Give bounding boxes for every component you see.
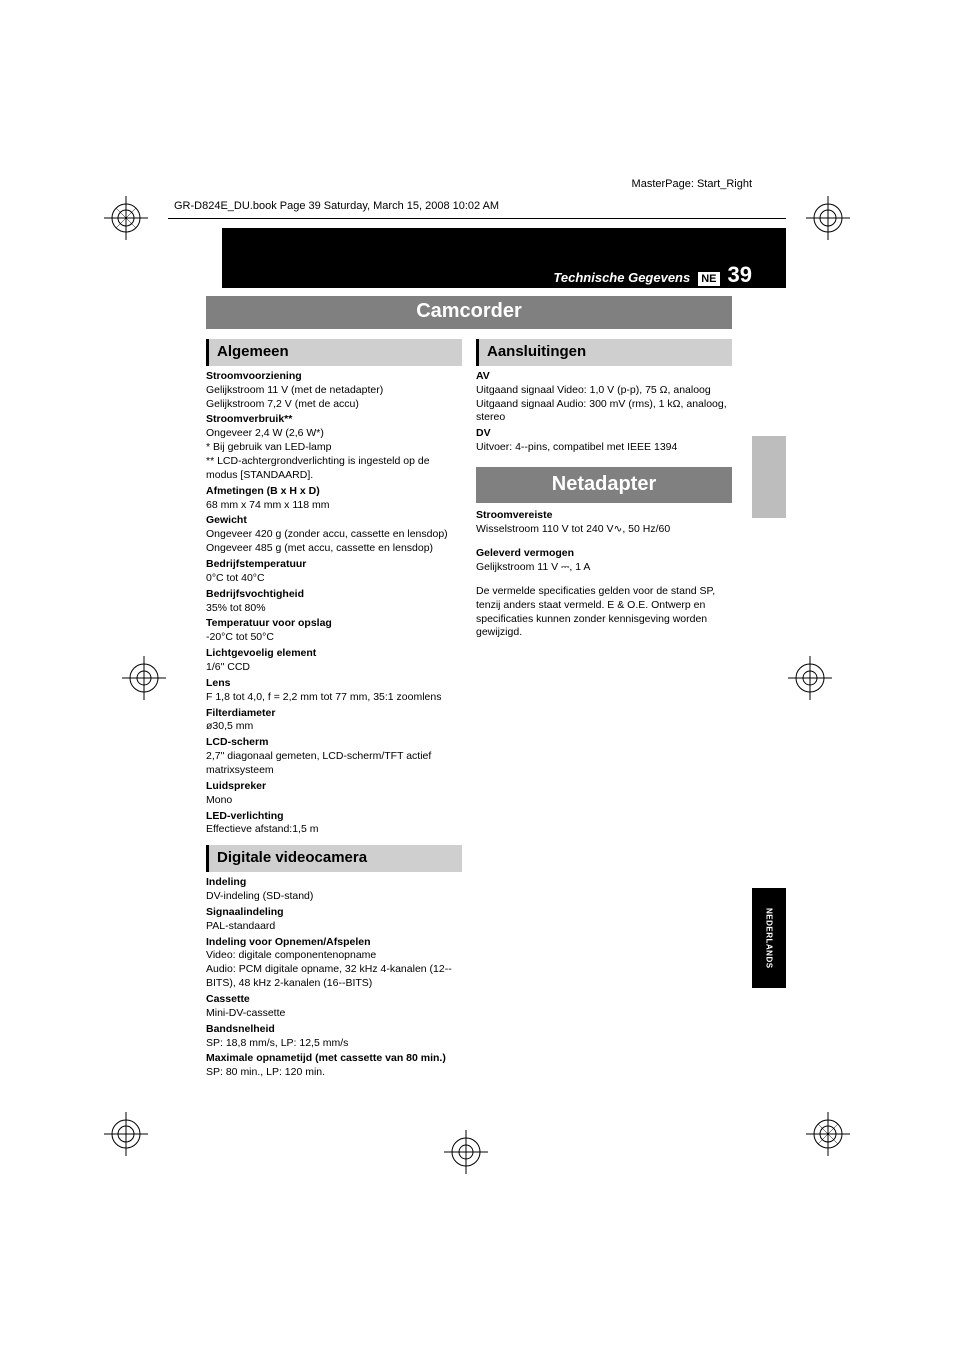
spec-text: Gelijkstroom 11 V ⎓, 1 A xyxy=(476,561,590,573)
spec-item: Indeling DV-indeling (SD-stand) xyxy=(206,876,462,904)
reg-mark-icon xyxy=(444,1130,488,1174)
spec-text: Mono xyxy=(206,794,232,806)
spec-text: 2,7" diagonaal gemeten, LCD-scherm/TFT a… xyxy=(206,750,431,776)
spec-item: DV Uitvoer: 4--pins, compatibel met IEEE … xyxy=(476,427,732,455)
spec-heading: Signaalindeling xyxy=(206,906,284,918)
spec-heading: Maximale opnametijd (met cassette van 80… xyxy=(206,1052,446,1064)
spec-item: Geleverd vermogen Gelijkstroom 11 V ⎓, 1 … xyxy=(476,547,732,575)
language-tab: NEDERLANDS xyxy=(752,888,786,988)
sub-bar-algemeen: Algemeen xyxy=(206,339,462,366)
spec-heading: LCD-scherm xyxy=(206,736,268,748)
spec-heading: Cassette xyxy=(206,993,250,1005)
spec-item: Maximale opnametijd (met cassette van 80… xyxy=(206,1052,462,1080)
spec-text: 0°C tot 40°C xyxy=(206,572,265,584)
spec-item: Lens F 1,8 tot 4,0, f = 2,2 mm tot 77 mm,… xyxy=(206,677,462,705)
spec-text: Ongeveer 2,4 W (2,6 W*) * Bij gebruik va… xyxy=(206,427,430,481)
spec-heading: Lens xyxy=(206,677,231,689)
reg-mark-icon xyxy=(122,656,166,700)
spec-item: Lichtgevoelig element 1/6" CCD xyxy=(206,647,462,675)
reg-mark-icon xyxy=(806,1112,850,1156)
spec-item: Cassette Mini-DV-cassette xyxy=(206,993,462,1021)
spec-heading: AV xyxy=(476,370,490,382)
spec-text: PAL-standaard xyxy=(206,920,275,932)
spec-heading: Stroomvereiste xyxy=(476,509,552,521)
spec-text: -20°C tot 50°C xyxy=(206,631,274,643)
spec-text: ø30,5 mm xyxy=(206,720,253,732)
spec-heading: Stroomvoorziening xyxy=(206,370,302,382)
spec-item: Gewicht Ongeveer 420 g (zonder accu, cass… xyxy=(206,514,462,556)
spec-item: Signaalindeling PAL-standaard xyxy=(206,906,462,934)
spec-text: F 1,8 tot 4,0, f = 2,2 mm tot 77 mm, 35:… xyxy=(206,691,441,703)
spec-heading: Afmetingen (B x H x D) xyxy=(206,485,320,497)
spec-heading: Bedrijfstemperatuur xyxy=(206,558,306,570)
spec-heading: Gewicht xyxy=(206,514,247,526)
spec-text: SP: 18,8 mm/s, LP: 12,5 mm/s xyxy=(206,1037,348,1049)
spec-item: Bandsnelheid SP: 18,8 mm/s, LP: 12,5 mm/s xyxy=(206,1023,462,1051)
side-grey-tab xyxy=(752,436,786,518)
spec-heading: LED-verlichting xyxy=(206,810,284,822)
spec-heading: Indeling voor Opnemen/Afspelen xyxy=(206,936,371,948)
spec-heading: Luidspreker xyxy=(206,780,266,792)
spec-text: Gelijkstroom 11 V (met de netadapter) Ge… xyxy=(206,384,383,410)
secondary-section-bar: Netadapter xyxy=(476,467,732,503)
spec-heading: DV xyxy=(476,427,491,439)
reg-mark-icon xyxy=(104,196,148,240)
spec-text: Uitvoer: 4--pins, compatibel met IEEE 13… xyxy=(476,441,677,453)
spec-heading: Geleverd vermogen xyxy=(476,547,574,559)
reg-mark-icon xyxy=(788,656,832,700)
main-section-bar: Camcorder xyxy=(206,296,732,329)
spec-item: Bedrijfsvochtigheid 35% tot 80% xyxy=(206,588,462,616)
spec-item: Bedrijfstemperatuur 0°C tot 40°C xyxy=(206,558,462,586)
spec-heading: Bedrijfsvochtigheid xyxy=(206,588,304,600)
spec-item: Temperatuur voor opslag -20°C tot 50°C xyxy=(206,617,462,645)
content-area: Camcorder Algemeen Stroomvoorziening Geli… xyxy=(206,268,732,1082)
spec-text: DV-indeling (SD-stand) xyxy=(206,890,313,902)
spec-heading: Stroomverbruik** xyxy=(206,413,292,425)
spec-text: 35% tot 80% xyxy=(206,602,266,614)
spec-item: Indeling voor Opnemen/AfspelenVideo: dig… xyxy=(206,936,462,991)
reg-mark-icon xyxy=(104,1112,148,1156)
spec-text: Uitgaand signaal Video: 1,0 V (p-p), 75 … xyxy=(476,384,727,424)
spec-heading: Filterdiameter xyxy=(206,707,275,719)
spec-item: LED-verlichtingEffectieve afstand:1,5 m xyxy=(206,810,462,838)
spec-item: Stroomvoorziening Gelijkstroom 11 V (met … xyxy=(206,370,462,412)
spec-item: Stroomverbruik** Ongeveer 2,4 W (2,6 W*) … xyxy=(206,413,462,482)
masterpage-note: MasterPage: Start_Right xyxy=(632,178,752,190)
header-rule xyxy=(168,218,786,219)
spec-heading: Bandsnelheid xyxy=(206,1023,275,1035)
spec-item: LCD-scherm 2,7" diagonaal gemeten, LCD-sc… xyxy=(206,736,462,778)
footer-note: De vermelde specificaties gelden voor de… xyxy=(476,585,732,640)
spec-item: Afmetingen (B x H x D) 68 mm x 74 mm x 11… xyxy=(206,485,462,513)
spec-text: Wisselstroom 110 V tot 240 V∿, 50 Hz/60 xyxy=(476,523,670,535)
spec-item: Filterdiameterø30,5 mm xyxy=(206,707,462,735)
reg-mark-icon xyxy=(806,196,850,240)
spec-text: Mini-DV-cassette xyxy=(206,1007,285,1019)
spec-heading: Temperatuur voor opslag xyxy=(206,617,332,629)
sub-bar-digitale: Digitale videocamera xyxy=(206,845,462,872)
spec-text: Effectieve afstand:1,5 m xyxy=(206,823,318,835)
spec-item: AV Uitgaand signaal Video: 1,0 V (p-p), 7… xyxy=(476,370,732,425)
left-column: Algemeen Stroomvoorziening Gelijkstroom 1… xyxy=(206,335,462,1082)
spec-text: Ongeveer 420 g (zonder accu, cassette en… xyxy=(206,528,448,554)
spec-text: 1/6" CCD xyxy=(206,661,250,673)
spec-heading: Lichtgevoelig element xyxy=(206,647,316,659)
spec-text: 68 mm x 74 mm x 118 mm xyxy=(206,499,330,511)
spec-text: Video: digitale componentenopname Audio:… xyxy=(206,949,452,989)
spec-text: SP: 80 min., LP: 120 min. xyxy=(206,1066,325,1078)
sub-bar-aansluitingen: Aansluitingen xyxy=(476,339,732,366)
spec-item: Luidspreker Mono xyxy=(206,780,462,808)
spec-heading: Indeling xyxy=(206,876,246,888)
right-column: Aansluitingen AV Uitgaand signaal Video: … xyxy=(476,335,732,1082)
header-note: GR-D824E_DU.book Page 39 Saturday, March… xyxy=(174,200,499,212)
spec-item: Stroomvereiste Wisselstroom 110 V tot 240… xyxy=(476,509,732,537)
